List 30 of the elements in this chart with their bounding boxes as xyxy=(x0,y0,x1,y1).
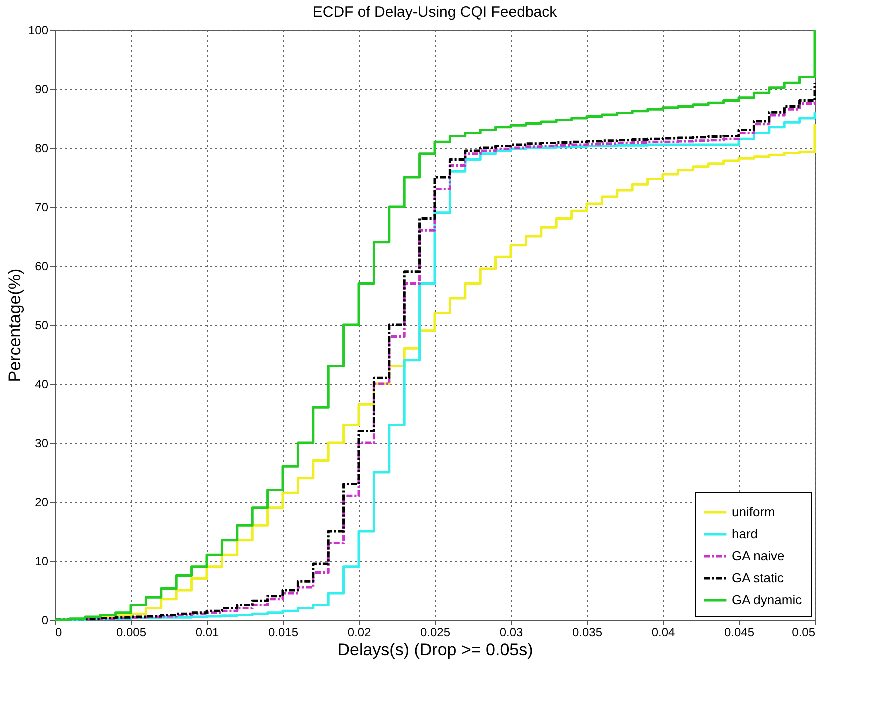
x-axis-title: Delays(s) (Drop >= 0.05s) xyxy=(338,640,534,660)
y-tick-label: 40 xyxy=(35,378,49,392)
y-tick-label: 100 xyxy=(28,24,49,38)
legend-label: GA dynamic xyxy=(732,592,803,608)
y-tick-label: 70 xyxy=(35,200,49,214)
legend-label: hard xyxy=(732,526,758,542)
y-tick-label: 30 xyxy=(35,436,49,450)
chart-title: ECDF of Delay-Using CQI Feedback xyxy=(312,4,558,21)
x-tick-label: 0.01 xyxy=(196,626,220,640)
x-tick-label: 0 xyxy=(56,626,62,640)
x-tick-label: 0.04 xyxy=(652,626,676,640)
y-tick-label: 60 xyxy=(35,260,49,274)
x-tick-label: 0.045 xyxy=(724,626,755,640)
y-tick-label: 90 xyxy=(35,82,49,96)
x-tick-label: 0.015 xyxy=(268,626,299,640)
y-tick-label: 20 xyxy=(35,496,49,510)
legend-label: GA naive xyxy=(732,548,785,564)
x-tick-label: 0.03 xyxy=(500,626,524,640)
x-tick-label: 0.05 xyxy=(792,626,816,640)
legend-label: uniform xyxy=(732,504,776,520)
y-tick-label: 80 xyxy=(35,142,49,156)
x-tick-label: 0.02 xyxy=(348,626,372,640)
x-tick-label: 0.025 xyxy=(420,626,451,640)
x-tick-label: 0.005 xyxy=(116,626,147,640)
legend-label: GA static xyxy=(732,570,785,586)
y-tick-label: 10 xyxy=(35,554,49,568)
y-tick-label: 0 xyxy=(42,614,49,628)
x-tick-label: 0.035 xyxy=(572,626,603,640)
y-tick-label: 50 xyxy=(35,318,49,332)
y-axis-title: Percentage(%) xyxy=(5,268,24,382)
